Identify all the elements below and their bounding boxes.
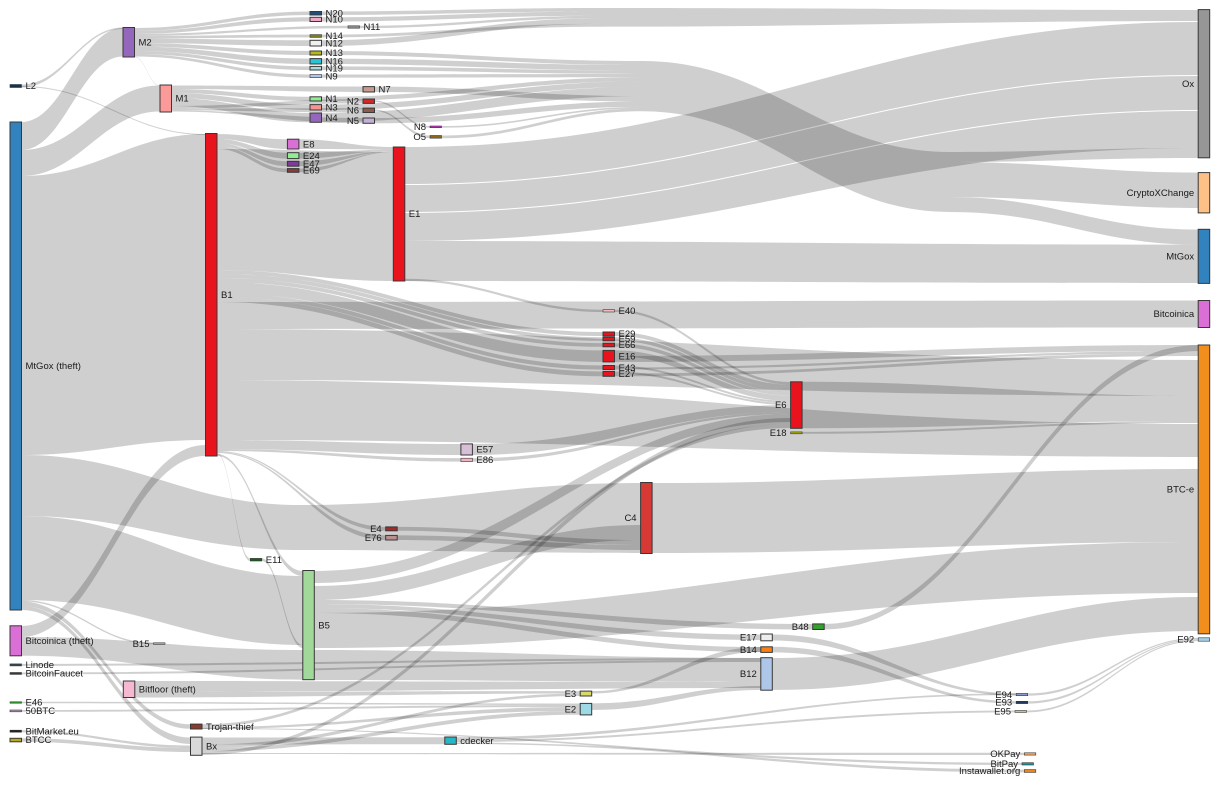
svg-text:N4: N4	[326, 113, 338, 124]
svg-text:E93: E93	[995, 698, 1012, 709]
svg-text:N20: N20	[326, 8, 343, 19]
svg-text:N16: N16	[326, 57, 343, 68]
svg-text:BTC-e: BTC-e	[1167, 485, 1194, 496]
svg-text:E66: E66	[619, 340, 636, 351]
svg-text:E6: E6	[775, 400, 787, 411]
svg-text:B5: B5	[318, 620, 330, 631]
svg-text:Linode: Linode	[26, 660, 55, 671]
svg-text:M1: M1	[176, 94, 189, 105]
svg-text:N13: N13	[326, 48, 343, 59]
svg-text:BTCC: BTCC	[26, 735, 52, 746]
svg-text:N7: N7	[379, 85, 391, 96]
svg-text:N8: N8	[414, 122, 426, 133]
svg-text:Bitfloor (theft): Bitfloor (theft)	[139, 685, 196, 696]
svg-text:N19: N19	[326, 63, 343, 74]
svg-text:E1: E1	[409, 209, 421, 220]
svg-text:O5: O5	[413, 132, 426, 143]
svg-text:B48: B48	[792, 622, 809, 633]
svg-text:E11: E11	[266, 555, 282, 566]
svg-text:E95: E95	[994, 707, 1011, 718]
svg-text:N2: N2	[347, 96, 359, 107]
svg-text:E43: E43	[619, 363, 636, 374]
svg-text:E76: E76	[365, 533, 382, 544]
svg-text:50BTC: 50BTC	[26, 706, 56, 717]
svg-text:E86: E86	[476, 455, 493, 466]
svg-text:L2: L2	[26, 81, 37, 92]
svg-text:E40: E40	[619, 306, 636, 317]
svg-text:BitcoinFaucet: BitcoinFaucet	[26, 669, 84, 680]
svg-text:OKPay: OKPay	[990, 749, 1020, 760]
svg-text:Bitcoinica: Bitcoinica	[1154, 309, 1195, 320]
svg-text:B15: B15	[133, 639, 150, 650]
svg-text:Ox: Ox	[1182, 79, 1194, 90]
svg-text:E47: E47	[303, 159, 320, 170]
svg-text:C4: C4	[624, 513, 636, 524]
svg-text:cdecker: cdecker	[460, 736, 493, 747]
svg-text:N10: N10	[326, 15, 343, 26]
svg-text:E4: E4	[370, 524, 382, 535]
svg-text:E18: E18	[770, 428, 787, 439]
svg-text:N14: N14	[326, 31, 343, 42]
svg-text:N12: N12	[326, 38, 343, 49]
svg-text:MtGox: MtGox	[1166, 252, 1194, 263]
svg-text:E27: E27	[619, 369, 636, 380]
svg-text:E8: E8	[303, 139, 315, 150]
svg-text:N5: N5	[347, 116, 359, 127]
svg-text:N1: N1	[326, 94, 338, 105]
svg-text:Instawallet.org: Instawallet.org	[959, 766, 1020, 777]
svg-text:N11: N11	[364, 22, 381, 33]
svg-text:E16: E16	[619, 351, 636, 362]
svg-text:Bx: Bx	[206, 741, 217, 752]
svg-text:E17: E17	[740, 633, 757, 644]
svg-text:E2: E2	[565, 704, 577, 715]
svg-text:MtGox (theft): MtGox (theft)	[26, 361, 81, 372]
svg-text:E24: E24	[303, 151, 320, 162]
svg-text:E57: E57	[476, 445, 493, 456]
svg-text:N3: N3	[326, 103, 338, 114]
svg-text:N6: N6	[347, 106, 359, 117]
svg-text:B12: B12	[740, 669, 757, 680]
svg-text:Trojan-thief: Trojan-thief	[206, 722, 254, 733]
svg-text:E3: E3	[565, 689, 577, 700]
svg-text:E92: E92	[1177, 635, 1194, 646]
svg-text:BitMarket.eu: BitMarket.eu	[26, 726, 79, 737]
svg-text:E94: E94	[995, 690, 1012, 701]
svg-text:B14: B14	[740, 645, 757, 656]
svg-text:E69: E69	[303, 166, 320, 177]
svg-text:E59: E59	[619, 334, 636, 345]
svg-text:Bitcoinica (theft): Bitcoinica (theft)	[26, 636, 94, 647]
svg-text:BitPay: BitPay	[991, 759, 1019, 770]
svg-text:B1: B1	[221, 290, 233, 301]
svg-text:M2: M2	[139, 38, 152, 49]
svg-text:E46: E46	[26, 698, 43, 709]
svg-text:N9: N9	[326, 71, 338, 82]
svg-text:CryptoXChange: CryptoXChange	[1127, 188, 1195, 199]
svg-text:E29: E29	[619, 329, 636, 340]
